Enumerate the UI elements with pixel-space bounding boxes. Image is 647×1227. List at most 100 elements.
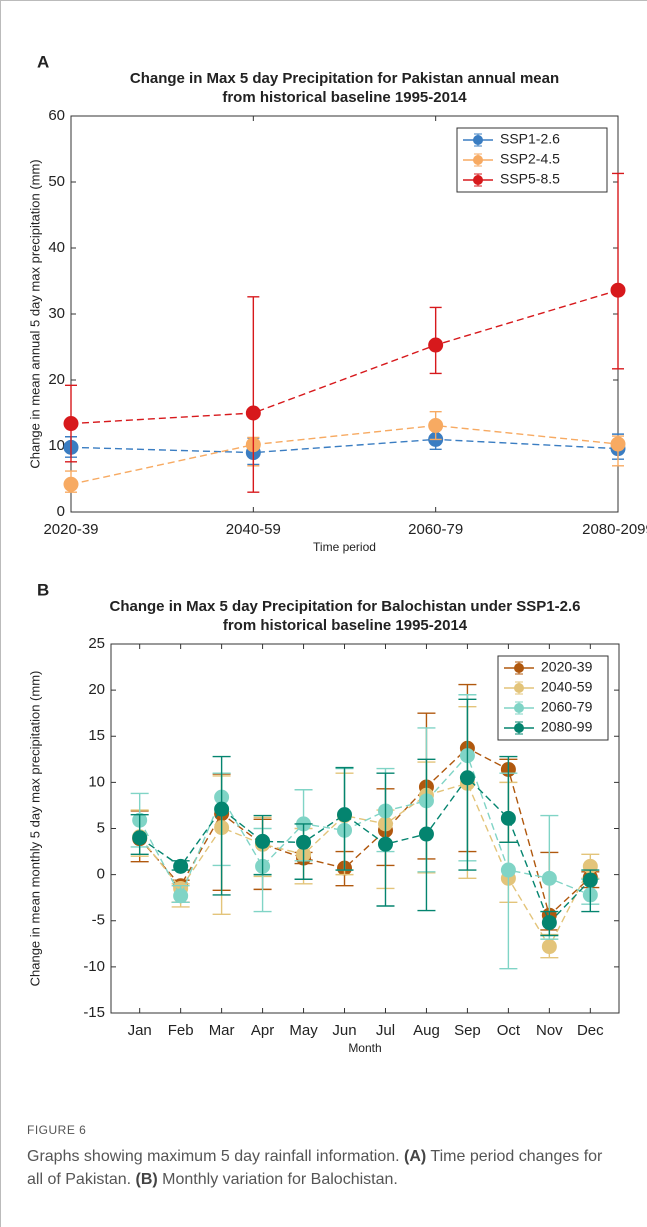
legend-label: 2040-59 bbox=[541, 679, 593, 695]
x-axis-label: Month bbox=[348, 1041, 381, 1055]
series-line bbox=[70, 424, 619, 485]
x-tick-label: 2080-2099 bbox=[582, 521, 647, 538]
marker bbox=[541, 915, 557, 931]
chart-title: Change in Max 5 day Precipitation for Pa… bbox=[130, 70, 559, 87]
y-tick-label: 0 bbox=[57, 503, 65, 520]
marker bbox=[255, 833, 271, 849]
legend-label: 2060-79 bbox=[541, 699, 593, 715]
chart-title: from historical baseline 1995-2014 bbox=[222, 89, 467, 106]
error-bar bbox=[212, 755, 231, 896]
y-tick-label: 15 bbox=[88, 727, 105, 744]
x-tick-label: Mar bbox=[209, 1022, 235, 1039]
marker bbox=[296, 834, 312, 850]
x-tick-label: Oct bbox=[497, 1022, 521, 1039]
y-axis-label: Change in mean monthly 5 day max precipi… bbox=[27, 671, 42, 987]
marker bbox=[337, 807, 353, 823]
marker bbox=[418, 826, 434, 842]
y-tick-label: 30 bbox=[48, 305, 65, 322]
series-line bbox=[139, 782, 591, 949]
caption-part: (A) bbox=[404, 1148, 427, 1165]
panel-label: A bbox=[37, 52, 49, 71]
marker bbox=[500, 862, 516, 878]
x-tick-label: Jan bbox=[128, 1022, 152, 1039]
y-tick-label: 40 bbox=[48, 239, 65, 256]
error-bar bbox=[499, 755, 518, 844]
x-tick-label: Nov bbox=[536, 1022, 563, 1039]
marker bbox=[610, 436, 626, 452]
caption-part: Time period changes for all of Pakistan. bbox=[27, 1148, 603, 1188]
legend-marker bbox=[473, 135, 483, 145]
marker bbox=[214, 801, 230, 817]
caption: FIGURE 6 Graphs showing maximum 5 day ra… bbox=[27, 1123, 617, 1191]
y-tick-label: 10 bbox=[88, 773, 105, 790]
marker bbox=[173, 888, 189, 904]
marker bbox=[541, 870, 557, 886]
x-tick-label: Apr bbox=[251, 1022, 274, 1039]
y-tick-label: -10 bbox=[83, 958, 105, 975]
y-tick-label: 10 bbox=[48, 437, 65, 454]
error-bar bbox=[612, 172, 624, 370]
marker bbox=[500, 810, 516, 826]
caption-part: (B) bbox=[135, 1171, 158, 1188]
x-tick-label: May bbox=[289, 1022, 318, 1039]
x-tick-label: 2060-79 bbox=[408, 521, 463, 538]
y-tick-label: -5 bbox=[92, 912, 105, 929]
error-bar bbox=[294, 823, 313, 880]
series-line bbox=[139, 776, 591, 924]
legend-marker bbox=[514, 683, 524, 693]
y-tick-label: 60 bbox=[48, 107, 65, 124]
marker bbox=[541, 939, 557, 955]
x-axis-label: Time period bbox=[313, 540, 376, 554]
marker bbox=[377, 836, 393, 852]
y-tick-label: 25 bbox=[88, 635, 105, 652]
legend-marker bbox=[514, 663, 524, 673]
legend-marker bbox=[473, 155, 483, 165]
marker bbox=[132, 830, 148, 846]
legend-label: 2020-39 bbox=[541, 659, 593, 675]
legend-label: SSP2-4.5 bbox=[500, 151, 560, 167]
x-tick-label: Dec bbox=[577, 1022, 604, 1039]
marker bbox=[610, 282, 626, 298]
x-tick-label: 2020-39 bbox=[43, 521, 98, 538]
y-tick-label: 0 bbox=[97, 866, 105, 883]
x-tick-label: Sep bbox=[454, 1022, 481, 1039]
marker bbox=[428, 418, 444, 434]
series-line bbox=[139, 747, 591, 917]
y-tick-label: 20 bbox=[88, 681, 105, 698]
y-tick-label: -15 bbox=[83, 1004, 105, 1021]
x-tick-label: Jun bbox=[332, 1022, 356, 1039]
y-tick-label: 50 bbox=[48, 173, 65, 190]
marker bbox=[63, 416, 79, 432]
series-line bbox=[70, 438, 619, 454]
marker bbox=[428, 337, 444, 353]
legend-label: SSP5-8.5 bbox=[500, 171, 560, 187]
marker bbox=[173, 858, 189, 874]
caption-part: Graphs showing maximum 5 day rainfall in… bbox=[27, 1148, 405, 1165]
caption-part: Monthly variation for Balochistan. bbox=[157, 1171, 398, 1188]
series-line bbox=[139, 754, 591, 898]
x-tick-label: 2040-59 bbox=[226, 521, 281, 538]
x-tick-label: Jul bbox=[376, 1022, 395, 1039]
marker bbox=[63, 476, 79, 492]
marker bbox=[582, 872, 598, 888]
caption-text: Graphs showing maximum 5 day rainfall in… bbox=[27, 1145, 617, 1191]
legend-label: 2080-99 bbox=[541, 719, 593, 735]
legend-marker bbox=[514, 723, 524, 733]
error-bar bbox=[247, 296, 260, 493]
chart-title: from historical baseline 1995-2014 bbox=[223, 617, 468, 634]
panel-label: B bbox=[37, 580, 49, 599]
y-axis-label: Change in mean annual 5 day max precipit… bbox=[27, 159, 42, 468]
x-tick-label: Feb bbox=[168, 1022, 194, 1039]
series-line bbox=[70, 289, 619, 425]
chart-title: Change in Max 5 day Precipitation for Ba… bbox=[110, 598, 581, 615]
marker bbox=[459, 770, 475, 786]
figure-label: FIGURE 6 bbox=[27, 1123, 87, 1137]
y-tick-label: 20 bbox=[48, 371, 65, 388]
legend-marker bbox=[514, 703, 524, 713]
charts: A Change in Max 5 day Precipitation for P… bbox=[27, 52, 647, 1055]
legend-marker bbox=[473, 175, 483, 185]
y-tick-label: 5 bbox=[97, 819, 105, 836]
x-tick-label: Aug bbox=[413, 1022, 440, 1039]
legend-label: SSP1-2.6 bbox=[500, 131, 560, 147]
